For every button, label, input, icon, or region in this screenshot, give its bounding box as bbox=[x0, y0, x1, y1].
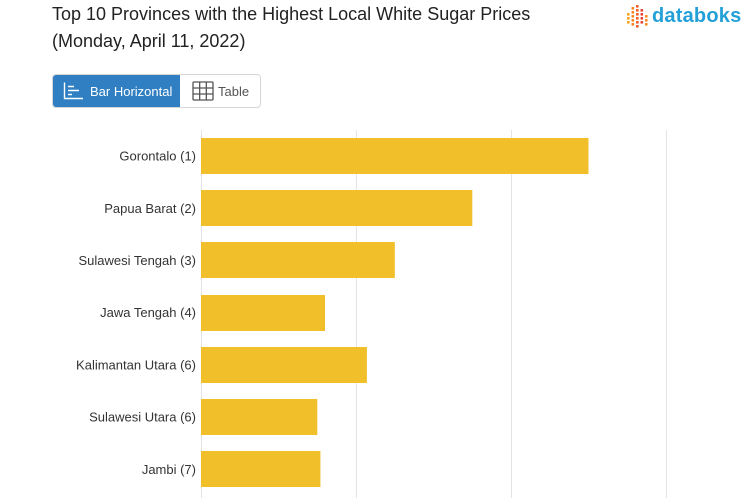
category-label-4: Kalimantan Utara (6) bbox=[76, 357, 196, 372]
bar-horizontal-label: Bar Horizontal bbox=[90, 83, 173, 99]
chart-view-toggle: Bar Horizontal Table bbox=[52, 74, 261, 108]
bar-horizontal-button[interactable]: Bar Horizontal bbox=[53, 75, 180, 107]
bar-chart: Gorontalo (1) Papua Barat (2) Sulawesi Ten… bbox=[76, 130, 667, 498]
category-label-6: Jambi (7) bbox=[142, 462, 196, 477]
databoks-logo-icon bbox=[627, 5, 648, 28]
logo-text: databoks bbox=[652, 5, 742, 27]
chart-title: Top 10 Provinces with the Highest Local … bbox=[52, 4, 531, 51]
bar-4[interactable] bbox=[201, 347, 367, 383]
table-button[interactable]: Table bbox=[180, 75, 260, 107]
bar-1[interactable] bbox=[201, 190, 473, 226]
bar-2[interactable] bbox=[201, 242, 395, 278]
category-label-0: Gorontalo (1) bbox=[119, 149, 196, 164]
table-icon bbox=[192, 81, 214, 101]
bar-horizontal-icon bbox=[63, 82, 83, 100]
category-label-3: Jawa Tengah (4) bbox=[100, 305, 196, 320]
bar-5[interactable] bbox=[201, 399, 318, 435]
category-label-5: Sulawesi Utara (6) bbox=[89, 410, 196, 425]
category-label-layer: Gorontalo (1) Papua Barat (2) Sulawesi Ten… bbox=[76, 149, 196, 477]
table-label: Table bbox=[218, 83, 250, 99]
bar-layer bbox=[201, 138, 589, 487]
category-label-1: Papua Barat (2) bbox=[104, 201, 196, 216]
bar-3[interactable] bbox=[201, 295, 325, 331]
category-label-2: Sulawesi Tengah (3) bbox=[78, 253, 196, 268]
bar-0[interactable] bbox=[201, 138, 589, 174]
databoks-logo[interactable]: databoks bbox=[626, 3, 741, 29]
bar-6[interactable] bbox=[201, 451, 321, 487]
